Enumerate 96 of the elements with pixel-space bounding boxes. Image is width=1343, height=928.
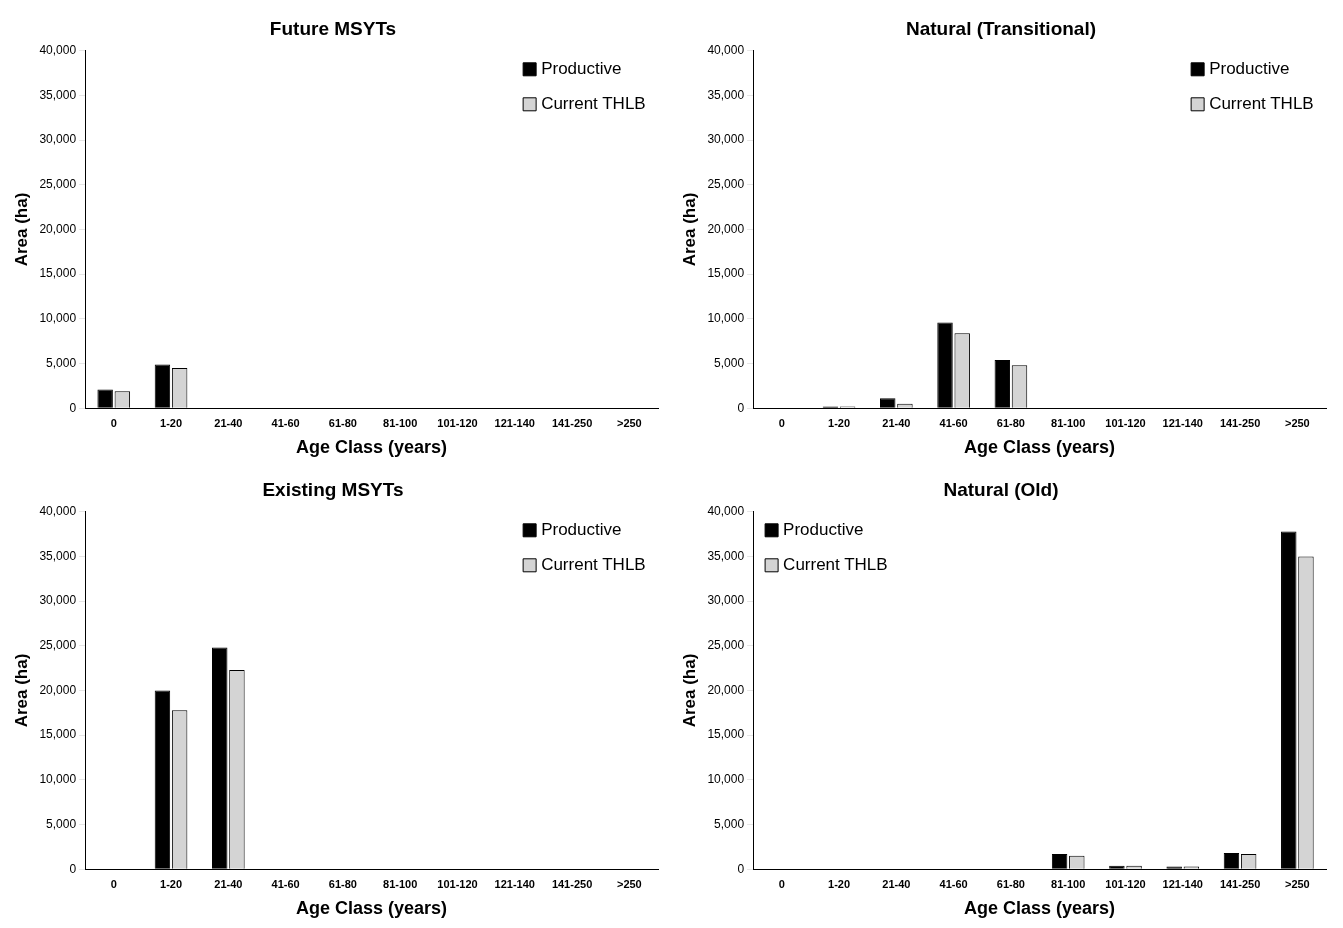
x-tick-label: 101-120 [437, 877, 478, 890]
y-tick-label: 35,000 [39, 548, 77, 563]
x-tick-label: 121-140 [1162, 416, 1203, 429]
x-tick-label: 81-100 [383, 416, 418, 429]
legend-label: Current THLB [783, 555, 888, 575]
y-tick-label: 5,000 [46, 816, 77, 831]
x-tick-label: 21-40 [214, 877, 243, 890]
y-tick-label: 0 [69, 400, 77, 415]
y-tick-label: 0 [69, 861, 77, 876]
x-tick-label: 41-60 [271, 877, 300, 890]
y-tick-label: 15,000 [707, 727, 745, 742]
x-tick-label: 21-40 [882, 877, 911, 890]
y-tick-label: 10,000 [39, 311, 77, 326]
x-tick-label: 81-100 [1051, 416, 1086, 429]
legend-label: Productive [783, 520, 864, 540]
y-tick-label: 30,000 [707, 132, 745, 147]
x-tick-label: >250 [616, 416, 642, 429]
y-tick-label: 20,000 [707, 682, 745, 697]
y-tick-label: 25,000 [707, 177, 745, 192]
y-tick-label: 25,000 [39, 638, 77, 653]
y-tick-label: 5,000 [714, 816, 745, 831]
x-tick-label: 41-60 [939, 416, 968, 429]
x-tick-label: 1-20 [160, 416, 183, 429]
chart-title: Future MSYTs [269, 17, 397, 39]
y-tick-label: 40,000 [707, 504, 745, 519]
y-tick-label: 35,000 [39, 87, 77, 102]
y-tick-label: 10,000 [707, 772, 745, 787]
x-tick-label: 41-60 [939, 877, 968, 890]
legend-label: Current THLB [541, 94, 646, 114]
y-tick-label: 10,000 [707, 311, 745, 326]
x-tick-label: 101-120 [1105, 877, 1146, 890]
x-tick-label: 81-100 [383, 877, 418, 890]
x-tick-label: 141-250 [551, 877, 593, 890]
x-tick-label: 121-140 [1162, 877, 1203, 890]
x-tick-label: 61-80 [328, 416, 357, 429]
x-tick-label: 141-250 [551, 416, 593, 429]
x-tick-label: 101-120 [1105, 416, 1146, 429]
chart-title: Natural (Old) [943, 478, 1059, 500]
y-tick-label: 35,000 [707, 87, 745, 102]
x-tick-label: >250 [1284, 416, 1310, 429]
chart-title: Natural (Transitional) [905, 17, 1097, 39]
legend-label: Productive [1209, 59, 1290, 79]
y-tick-label: 40,000 [707, 43, 745, 58]
x-tick-label: >250 [616, 877, 642, 890]
y-tick-label: 5,000 [714, 355, 745, 370]
x-tick-label: 0 [110, 877, 117, 890]
y-tick-label: 0 [737, 861, 745, 876]
y-tick-label: 0 [737, 400, 745, 415]
x-tick-label: 81-100 [1051, 877, 1086, 890]
legend-label: Productive [541, 520, 622, 540]
y-tick-label: 35,000 [707, 548, 745, 563]
legend-label: Productive [541, 59, 622, 79]
x-tick-label: 121-140 [494, 416, 535, 429]
x-axis-title: Age Class (years) [964, 437, 1116, 458]
x-axis-title: Age Class (years) [296, 898, 448, 919]
x-tick-label: 21-40 [882, 416, 911, 429]
legend-label: Current THLB [541, 555, 646, 575]
x-tick-label: 61-80 [328, 877, 357, 890]
legend-label: Current THLB [1209, 94, 1314, 114]
y-axis-title: Area (ha) [679, 653, 699, 728]
x-tick-label: 1-20 [160, 877, 183, 890]
y-tick-label: 20,000 [707, 221, 745, 236]
x-tick-label: 121-140 [494, 877, 535, 890]
x-tick-label: >250 [1284, 877, 1310, 890]
y-tick-label: 25,000 [39, 177, 77, 192]
y-tick-label: 15,000 [39, 727, 77, 742]
y-tick-label: 25,000 [707, 638, 745, 653]
x-tick-label: 61-80 [996, 416, 1025, 429]
y-tick-label: 5,000 [46, 355, 77, 370]
y-tick-label: 30,000 [39, 132, 77, 147]
x-axis-title: Age Class (years) [964, 898, 1116, 919]
x-tick-label: 101-120 [437, 416, 478, 429]
x-tick-label: 61-80 [996, 877, 1025, 890]
y-tick-label: 40,000 [39, 504, 77, 519]
x-tick-label: 1-20 [828, 877, 851, 890]
y-tick-label: 20,000 [39, 682, 77, 697]
y-tick-label: 10,000 [39, 772, 77, 787]
y-tick-label: 30,000 [39, 593, 77, 608]
y-tick-label: 15,000 [39, 266, 77, 281]
y-axis-title: Area (ha) [11, 653, 31, 728]
y-axis-title: Area (ha) [679, 192, 699, 267]
y-tick-label: 30,000 [707, 593, 745, 608]
x-tick-label: 0 [778, 416, 785, 429]
x-axis-title: Age Class (years) [296, 437, 448, 458]
x-tick-label: 41-60 [271, 416, 300, 429]
y-tick-label: 40,000 [39, 43, 77, 58]
x-tick-label: 141-250 [1219, 877, 1261, 890]
x-tick-label: 0 [110, 416, 117, 429]
chart-title: Existing MSYTs [262, 478, 404, 500]
y-tick-label: 20,000 [39, 221, 77, 236]
y-tick-label: 15,000 [707, 266, 745, 281]
x-tick-label: 0 [778, 877, 785, 890]
x-tick-label: 1-20 [828, 416, 851, 429]
x-tick-label: 141-250 [1219, 416, 1261, 429]
y-axis-title: Area (ha) [11, 192, 31, 267]
x-tick-label: 21-40 [214, 416, 243, 429]
